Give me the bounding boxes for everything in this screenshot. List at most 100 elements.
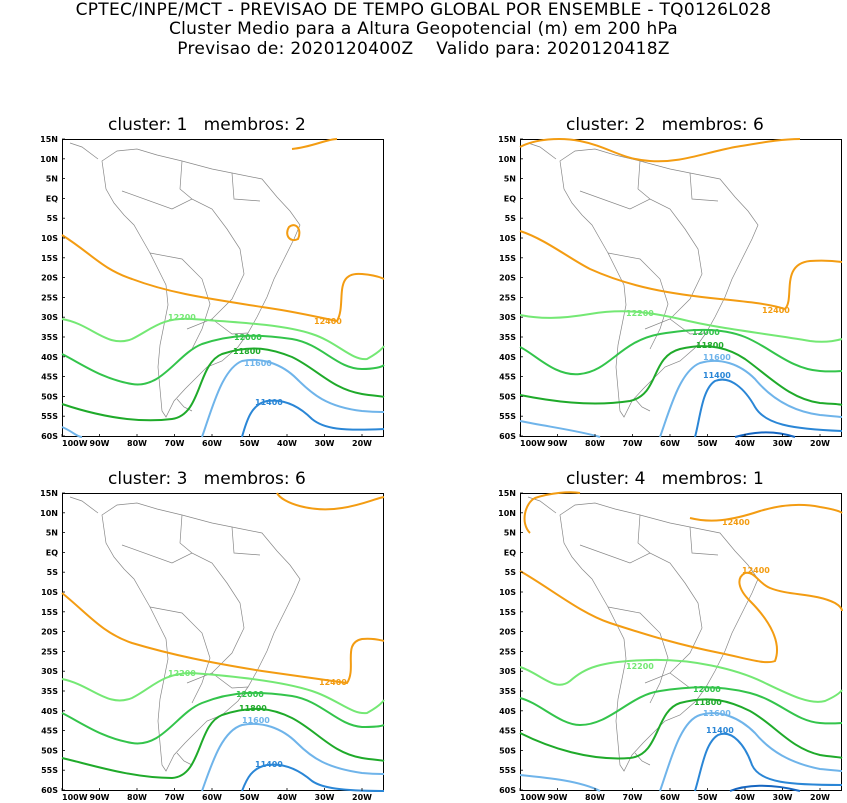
lat-tick-label: 5N bbox=[504, 529, 516, 538]
lon-tick-label: 40W bbox=[735, 439, 755, 448]
lon-tick-label: 40W bbox=[277, 439, 297, 448]
panel-3-title: cluster: 3 membros: 6 bbox=[108, 469, 306, 489]
lat-tick-label: 35S bbox=[499, 333, 516, 342]
lat-tick-label: 15N bbox=[498, 135, 516, 144]
lat-tick-label: EQ bbox=[504, 548, 516, 557]
lat-tick-label: 40S bbox=[499, 707, 516, 716]
lon-tick-label: 80W bbox=[585, 793, 605, 802]
lon-tick-label: 100W bbox=[520, 793, 546, 802]
lat-tick-label: 50S bbox=[41, 746, 58, 755]
lat-tick-label: 30S bbox=[41, 313, 58, 322]
contour-11200 bbox=[734, 431, 796, 438]
lat-tick-label: 15S bbox=[499, 608, 516, 617]
lon-tick-label: 50W bbox=[698, 793, 718, 802]
lat-tick-label: 55S bbox=[41, 412, 58, 421]
lon-tick-label: 60W bbox=[660, 793, 680, 802]
contour-12400-top bbox=[519, 138, 801, 163]
lon-tick-label: 20W bbox=[352, 793, 372, 802]
lon-tick-label: 60W bbox=[202, 793, 222, 802]
lon-tick-label: 90W bbox=[548, 793, 568, 802]
lat-tick-label: EQ bbox=[504, 194, 516, 203]
lat-tick-label: 30S bbox=[41, 667, 58, 676]
axis-ticks: 15N 10N 5N EQ 5S 10S 15S 20S 25S 30S 35S 40S 45S 50S 5… bbox=[498, 489, 830, 802]
lat-tick-label: 10N bbox=[40, 155, 58, 164]
lat-tick-label: 20S bbox=[41, 274, 58, 283]
label-11800: 11800 bbox=[233, 347, 261, 356]
contour-lines bbox=[61, 138, 385, 438]
lat-tick-label: 20S bbox=[499, 274, 516, 283]
lat-tick-label: 35S bbox=[41, 687, 58, 696]
map-panel-2: 12400 12200 12000 11800 11600 11400 15N 1… bbox=[498, 135, 843, 448]
contour-12200 bbox=[519, 658, 843, 703]
contour-lines bbox=[61, 492, 385, 792]
contour-12400 bbox=[61, 234, 385, 323]
lat-tick-label: 50S bbox=[499, 392, 516, 401]
label-12400: 12400 bbox=[314, 317, 342, 326]
lon-tick-label: 100W bbox=[62, 793, 88, 802]
lat-tick-label: 10N bbox=[498, 509, 516, 518]
lat-tick-label: 15S bbox=[41, 608, 58, 617]
contour-12200 bbox=[61, 671, 385, 715]
label-12400: 12400 bbox=[319, 678, 347, 687]
lat-tick-label: 30S bbox=[499, 667, 516, 676]
lat-tick-label: 25S bbox=[41, 293, 58, 302]
contour-11800 bbox=[519, 698, 843, 760]
lon-tick-label: 100W bbox=[62, 439, 88, 448]
lat-tick-label: 55S bbox=[499, 766, 516, 775]
label-11400: 11400 bbox=[255, 398, 283, 407]
label-12200: 12200 bbox=[626, 662, 654, 671]
label-11600: 11600 bbox=[703, 353, 731, 362]
contour-12400 bbox=[519, 230, 843, 311]
panel-1-title: cluster: 1 membros: 2 bbox=[108, 115, 306, 135]
contour-12200 bbox=[61, 317, 385, 361]
lat-tick-label: 10S bbox=[499, 234, 516, 243]
lon-tick-label: 60W bbox=[202, 439, 222, 448]
lon-tick-label: 70W bbox=[165, 793, 185, 802]
label-11800: 11800 bbox=[696, 341, 724, 350]
lat-tick-label: 60S bbox=[499, 786, 516, 795]
contour-11400 bbox=[241, 399, 385, 438]
contour-11800 bbox=[61, 707, 385, 780]
lat-tick-label: 55S bbox=[41, 766, 58, 775]
lat-tick-label: 5S bbox=[505, 568, 517, 577]
label-12200: 12200 bbox=[626, 309, 654, 318]
lon-tick-label: 30W bbox=[315, 793, 335, 802]
contour-11200 bbox=[729, 784, 801, 792]
lat-tick-label: 5N bbox=[46, 175, 58, 184]
lat-tick-label: 10S bbox=[41, 588, 58, 597]
lat-tick-label: 15S bbox=[499, 254, 516, 263]
lat-tick-label: 5N bbox=[504, 175, 516, 184]
lat-tick-label: 25S bbox=[499, 293, 516, 302]
label-11400: 11400 bbox=[255, 760, 283, 769]
contour-labels: 12400 12400 12200 12000 11800 11600 1140… bbox=[626, 518, 770, 735]
lon-tick-label: 40W bbox=[735, 793, 755, 802]
lat-tick-label: 10S bbox=[41, 234, 58, 243]
coastline-and-borders bbox=[69, 142, 301, 418]
panel-2-title: cluster: 2 membros: 6 bbox=[566, 115, 764, 135]
lat-tick-label: 25S bbox=[499, 647, 516, 656]
lat-tick-label: 45S bbox=[41, 373, 58, 382]
lon-tick-label: 20W bbox=[352, 439, 372, 448]
lat-tick-label: 15N bbox=[40, 489, 58, 498]
label-12000: 12000 bbox=[692, 328, 720, 337]
contour-labels: 12400 12200 12000 11800 11600 11400 bbox=[626, 306, 790, 380]
contour-11600 bbox=[61, 359, 385, 438]
lat-tick-label: 40S bbox=[41, 353, 58, 362]
lat-tick-label: 20S bbox=[499, 628, 516, 637]
map-panel-4: 12400 12400 12200 12000 11800 11600 1140… bbox=[498, 489, 843, 802]
lon-tick-label: 20W bbox=[810, 793, 830, 802]
label-12200: 12200 bbox=[168, 313, 196, 322]
label-12400-north: 12400 bbox=[722, 518, 750, 527]
lat-tick-label: 10N bbox=[40, 509, 58, 518]
label-12000: 12000 bbox=[236, 690, 264, 699]
contour-11400 bbox=[694, 378, 843, 438]
map-panel-1: 12400 12200 12000 11800 11600 11400 15N1… bbox=[40, 135, 385, 448]
lat-tick-label: 35S bbox=[41, 333, 58, 342]
lat-tick-label: 5S bbox=[505, 214, 517, 223]
label-11600: 11600 bbox=[242, 716, 270, 725]
label-11600: 11600 bbox=[703, 709, 731, 718]
coastline-and-borders bbox=[527, 142, 759, 418]
lon-tick-label: 80W bbox=[127, 439, 147, 448]
lat-tick-label: 40S bbox=[499, 353, 516, 362]
lat-tick-label: 5N bbox=[46, 529, 58, 538]
